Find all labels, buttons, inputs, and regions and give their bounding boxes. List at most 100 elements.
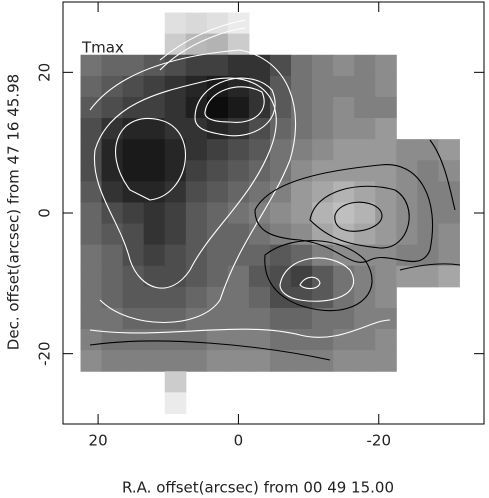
cell <box>291 160 313 182</box>
cell <box>354 350 376 372</box>
cell <box>206 329 229 351</box>
cell <box>291 96 313 119</box>
cell <box>185 286 208 309</box>
cell <box>143 286 166 309</box>
contour <box>93 77 277 289</box>
cell <box>354 160 376 182</box>
cell <box>185 329 208 351</box>
cell <box>164 75 187 98</box>
cell <box>333 181 355 203</box>
cell <box>291 139 313 161</box>
cell <box>185 118 208 140</box>
cell <box>101 160 124 182</box>
cell <box>227 54 250 77</box>
cell <box>206 350 229 372</box>
cell <box>417 160 439 182</box>
cell <box>164 223 187 246</box>
cell <box>227 181 250 203</box>
cell <box>375 350 397 372</box>
cell <box>291 181 313 203</box>
cell <box>227 160 250 182</box>
cell <box>206 181 229 203</box>
cell <box>122 244 145 267</box>
cell <box>396 265 418 288</box>
y-tick-label: -20 <box>36 341 54 366</box>
cell <box>143 139 166 161</box>
cell <box>354 265 376 288</box>
cell <box>101 223 124 246</box>
cell <box>417 265 439 288</box>
cell <box>206 286 229 309</box>
cell <box>185 33 208 56</box>
cell <box>185 202 208 225</box>
cell <box>248 265 271 288</box>
cell <box>227 202 250 225</box>
cell <box>354 223 376 246</box>
cell <box>248 286 271 309</box>
cell <box>80 329 103 351</box>
cell <box>375 139 397 161</box>
cell <box>164 392 187 414</box>
cell <box>206 307 229 330</box>
cell <box>227 307 250 330</box>
cell <box>438 202 460 225</box>
cell <box>206 223 229 246</box>
cell <box>101 54 124 77</box>
cell <box>122 265 145 288</box>
contour <box>254 164 434 263</box>
cell <box>438 244 460 267</box>
cell <box>80 307 103 330</box>
cell <box>143 75 166 98</box>
x-axis-label: R.A. offset(arcsec) from 00 49 15.00 <box>122 479 394 497</box>
cell <box>354 244 376 267</box>
cell <box>333 75 355 98</box>
cell <box>206 12 229 35</box>
cell <box>312 139 334 161</box>
cell <box>206 202 229 225</box>
cell <box>248 202 271 225</box>
cell <box>375 307 397 330</box>
contour <box>194 77 276 137</box>
contour <box>204 86 265 123</box>
cell <box>269 350 292 372</box>
cell <box>248 329 271 351</box>
cell <box>375 329 397 351</box>
contour <box>159 19 246 71</box>
cell <box>101 329 124 351</box>
cell <box>333 307 355 330</box>
cell <box>80 75 103 98</box>
cell <box>206 139 229 161</box>
contour <box>299 276 321 290</box>
cell <box>227 96 250 119</box>
cell <box>122 286 145 309</box>
cell <box>164 307 187 330</box>
cell <box>185 139 208 161</box>
cell <box>80 139 103 161</box>
contour <box>264 240 373 312</box>
cell <box>206 96 229 119</box>
cell <box>164 54 187 77</box>
axes: 20 0 -20 -20 0 20 <box>36 2 484 450</box>
cell <box>80 118 103 140</box>
cell <box>269 75 292 98</box>
cell <box>312 223 334 246</box>
x-tick-label: -20 <box>367 432 392 450</box>
cell <box>333 160 355 182</box>
cell <box>122 329 145 351</box>
cell <box>291 329 313 351</box>
cell <box>438 181 460 203</box>
cell <box>248 350 271 372</box>
cell <box>375 75 397 98</box>
cell <box>143 223 166 246</box>
cell <box>354 139 376 161</box>
cell <box>164 286 187 309</box>
cell <box>269 181 292 203</box>
cell <box>164 244 187 267</box>
cell <box>375 202 397 225</box>
cell <box>248 244 271 267</box>
cell <box>312 160 334 182</box>
cell <box>291 265 313 288</box>
cell <box>164 181 187 203</box>
cell <box>101 96 124 119</box>
cell <box>143 160 166 182</box>
